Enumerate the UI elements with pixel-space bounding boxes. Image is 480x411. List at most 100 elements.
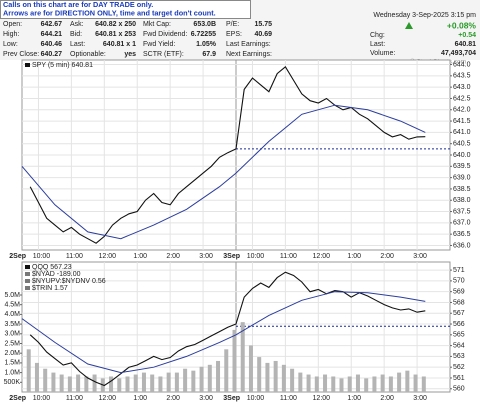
quote-value: 642.67 [41,21,63,28]
volume-bar [133,374,138,392]
summary-value: 640.81 [455,41,477,48]
volume-bar [421,376,426,392]
quote-value: 640.27 [41,51,63,58]
summary-value: 47,493,704 [441,50,476,57]
summary-label: Chg: [370,32,385,39]
volume-bar [331,376,336,392]
quote-label: High: [3,31,19,38]
y2-tick-label: 1.5M [4,360,20,367]
x-tick-label: 11:00 [66,395,83,402]
y-tick-label: 636.5 [453,231,471,238]
volume-bar [67,376,72,392]
y-tick-label: 637.0 [453,220,471,227]
quote-label: Optionable: [70,51,106,58]
quote-value: 653.0B [193,21,216,28]
quote-value: 15.75 [254,21,272,28]
up-arrow [405,22,413,29]
volume-bar [174,372,179,392]
quote-label: Last Earnings: [226,41,271,48]
x-tick-label: 12:00 [99,395,117,402]
y-tick-label: 644.0 [453,61,471,68]
volume-bar [166,372,171,392]
volume-bar [380,374,385,392]
summary-value: +0.54 [458,32,476,39]
y2-tick-label: 2.5M [4,340,20,347]
volume-bar [281,364,286,392]
volume-bar [355,374,360,392]
volume-bar [183,368,188,392]
quote-value: 644.21 [41,31,63,38]
y-tick-label: 571 [453,267,465,274]
y-tick-label: 566 [453,321,465,328]
volume-bar [323,374,328,392]
x-tick-label: 11:00 [280,395,297,402]
volume-bar [273,360,278,392]
x-tick-label: 12:00 [313,395,331,402]
volume-bar [397,372,402,392]
y-tick-label: 638.5 [453,186,471,193]
y2-tick-label: 3.5M [4,321,20,328]
quote-label: Open: [3,21,22,28]
x-tick-label: 2:00 [166,395,180,402]
volume-bar [117,378,122,392]
x-tick-label: 3Sep [223,395,240,402]
volume-bar [92,374,97,392]
quote-label: Ask: [70,21,84,28]
notice-line: Arrows are for DIRECTION ONLY, time and … [3,8,216,17]
quote-value: 640.81 x 1 [103,41,136,48]
volume-bar [314,376,319,392]
y-tick-label: 642.0 [453,107,471,114]
notice-box [0,0,251,19]
volume-bar [290,368,295,392]
volume-bar [191,370,196,392]
volume-bar [265,362,270,392]
volume-bar [76,374,81,392]
volume-bar [84,376,89,392]
quote-label: Fwd Yield: [143,41,175,48]
y-tick-label: 637.5 [453,208,471,215]
volume-bar [347,376,352,392]
x-tick-label: 3:00 [199,253,213,260]
x-tick-label: 10:00 [33,395,51,402]
y-tick-label: 642.5 [453,95,471,102]
quote-label: P/E: [226,21,239,28]
volume-bar [364,378,369,392]
volume-bar [405,370,410,392]
y-tick-label: 564 [453,342,465,349]
x-tick-label: 1:00 [347,395,361,402]
volume-bar [413,374,418,392]
x-tick-label: 2:00 [380,253,394,260]
moving-average [21,104,426,240]
volume-bar [125,376,130,392]
volume-bar [158,376,163,392]
quote-label: Bid: [70,31,82,38]
x-tick-label: 1:00 [347,253,361,260]
volume-bar [207,364,212,392]
quote-label: Last: [70,41,85,48]
legend-swatch [25,286,30,290]
volume-bar [109,376,114,392]
volume-bar [43,368,48,392]
x-tick-label: 10:00 [247,253,265,260]
volume-bar [141,372,146,392]
notice-line: Calls on this chart are for DAY TRADE on… [3,0,153,9]
y-tick-label: 641.0 [453,129,471,136]
x-tick-label: 12:00 [313,253,331,260]
legend-label: $TRIN 1.57 [32,285,68,292]
quote-label: Prev Close: [3,51,39,58]
volume-bar [34,362,39,392]
volume-bar [248,345,253,392]
legend-swatch [25,279,30,283]
y-tick-label: 643.0 [453,84,471,91]
x-tick-label: 3:00 [199,395,213,402]
volume-bar [59,374,64,392]
volume-bar [51,372,56,392]
y-tick-label: 641.5 [453,118,471,125]
x-tick-label: 1:00 [133,395,147,402]
y2-tick-label: 2.0M [4,350,20,357]
quote-value: 6.72255 [191,31,216,38]
quote-label: SCTR (ETF): [143,51,184,58]
